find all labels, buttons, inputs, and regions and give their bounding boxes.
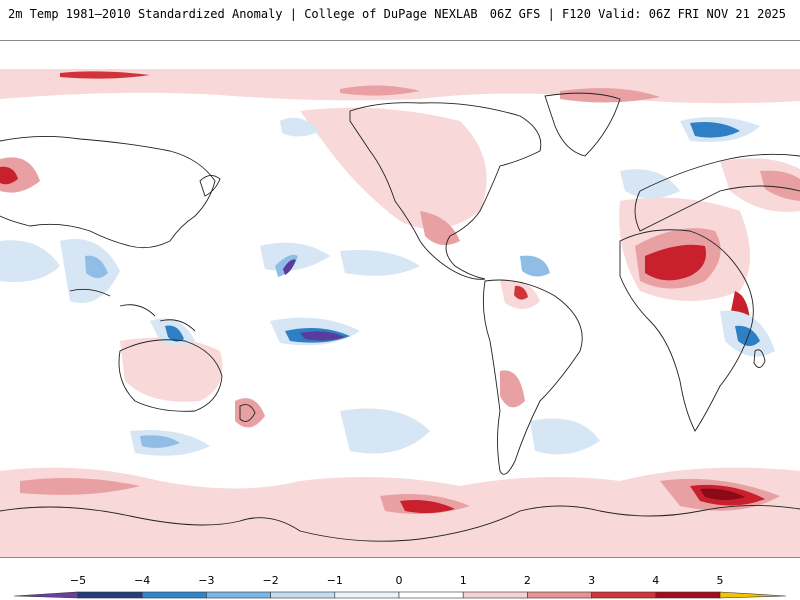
colorbar-segment (270, 591, 336, 599)
colorbar-tick-label: −5 (69, 574, 87, 587)
colorbar-segment (206, 591, 271, 599)
colorbar-segment (13, 591, 79, 599)
colorbar-segment (77, 591, 143, 599)
map-title: 2m Temp 1981–2010 Standardized Anomaly |… (8, 7, 478, 21)
colorbar-tick-label: −4 (134, 574, 151, 587)
anomaly-map (0, 40, 800, 558)
colorbar-segment (655, 591, 721, 599)
australia-coast (118, 339, 223, 412)
colorbar-segment (591, 591, 657, 599)
colorbar-segment (719, 591, 787, 599)
colorbar-segment (141, 591, 207, 599)
colorbar-segment (334, 591, 400, 599)
colorbar-tick-label: −1 (326, 574, 343, 587)
colorbar-legend: −5 −4 −3 −2 −1 0 1 2 3 4 5 (0, 570, 800, 600)
south-america-coast (482, 279, 583, 475)
colorbar-tick-label: −2 (262, 574, 279, 587)
model-run-info: 06Z GFS | F120 Valid: 06Z FRI NOV 21 202… (489, 7, 786, 21)
map-canvas (0, 69, 800, 557)
north-america-coast (349, 102, 542, 280)
colorbar-segment (527, 591, 592, 599)
colorbar-tick-label: 1 (459, 574, 467, 587)
header: 2m Temp 1981–2010 Standardized Anomaly |… (0, 0, 800, 30)
colorbar-tick-label: 2 (523, 574, 531, 587)
colorbar-tick-label: 5 (716, 574, 724, 587)
eurasia-coast (0, 135, 800, 249)
colorbar-svg (13, 591, 787, 599)
colorbar-tick-label: 3 (588, 574, 596, 587)
colorbar-segment (462, 591, 528, 599)
colorbar-tick-label: −3 (198, 574, 215, 587)
colorbar-segment (398, 591, 464, 599)
colorbar-tick-label: 0 (395, 574, 403, 587)
antarctica-coast (0, 504, 800, 542)
colorbar-tick-label: 4 (652, 574, 660, 587)
anomaly-fill-layer (0, 69, 800, 557)
coastlines (0, 92, 800, 542)
africa-coast (619, 229, 754, 432)
